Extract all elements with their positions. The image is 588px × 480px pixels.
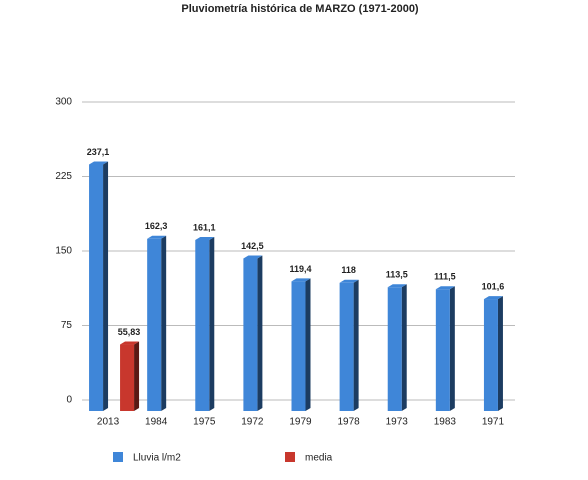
x-tick-label: 1979: [289, 417, 312, 428]
bar-side: [161, 235, 167, 411]
x-tick-label: 1972: [241, 417, 264, 428]
bar: [339, 282, 354, 411]
bar: [291, 281, 306, 411]
bar-side: [209, 236, 215, 411]
value-label: 161,1: [193, 222, 216, 232]
bar-top: [483, 296, 503, 300]
bar: [120, 344, 135, 411]
bar-side: [257, 255, 263, 411]
bar: [243, 258, 258, 411]
bar-top: [435, 286, 455, 290]
legend-swatch: [113, 452, 123, 462]
legend-label: Lluvia l/m2: [133, 453, 181, 464]
value-label: 113,5: [386, 270, 408, 280]
bar: [483, 299, 498, 411]
bar: [89, 164, 104, 411]
bar-top: [147, 235, 167, 239]
x-tick-label: 1971: [482, 417, 505, 428]
bar-top: [291, 278, 311, 282]
value-label: 142,5: [241, 241, 264, 251]
bar: [147, 238, 162, 411]
bar-side: [305, 278, 311, 411]
bar: [435, 289, 450, 411]
bar-top: [89, 161, 109, 165]
y-tick-label: 75: [61, 320, 73, 331]
x-tick-label: 1983: [434, 417, 457, 428]
value-label: 101,6: [482, 281, 505, 291]
value-label: 111,5: [434, 272, 456, 282]
chart-title: Pluviometría histórica de MARZO (1971-20…: [181, 3, 419, 15]
value-label: 162,3: [145, 221, 168, 231]
x-tick-label: 1984: [145, 417, 168, 428]
bar-top: [243, 255, 263, 259]
bar-top: [195, 236, 215, 240]
x-tick-label: 1978: [337, 417, 360, 428]
x-tick-label: 2013: [97, 417, 120, 428]
value-label: 55,83: [118, 327, 141, 337]
x-tick-label: 1975: [193, 417, 216, 428]
value-label: 119,4: [289, 264, 311, 274]
bar-top: [339, 279, 359, 283]
bar-top: [387, 284, 407, 288]
value-label: 237,1: [87, 147, 110, 157]
bar: [387, 287, 402, 411]
legend-swatch: [285, 452, 295, 462]
bar-side: [134, 341, 140, 411]
bar-side: [449, 286, 455, 411]
bar-top: [120, 341, 140, 345]
bar-side: [353, 279, 359, 411]
y-tick-label: 225: [55, 171, 72, 182]
bar-side: [497, 296, 503, 411]
y-tick-label: 150: [55, 246, 72, 257]
value-label: 118: [341, 265, 356, 275]
legend-label: media: [305, 453, 333, 464]
bar-side: [401, 284, 407, 411]
bar: [195, 239, 210, 411]
x-tick-label: 1973: [386, 417, 409, 428]
y-tick-label: 0: [66, 395, 72, 406]
y-tick-label: 300: [55, 97, 72, 108]
bar-side: [103, 161, 109, 411]
